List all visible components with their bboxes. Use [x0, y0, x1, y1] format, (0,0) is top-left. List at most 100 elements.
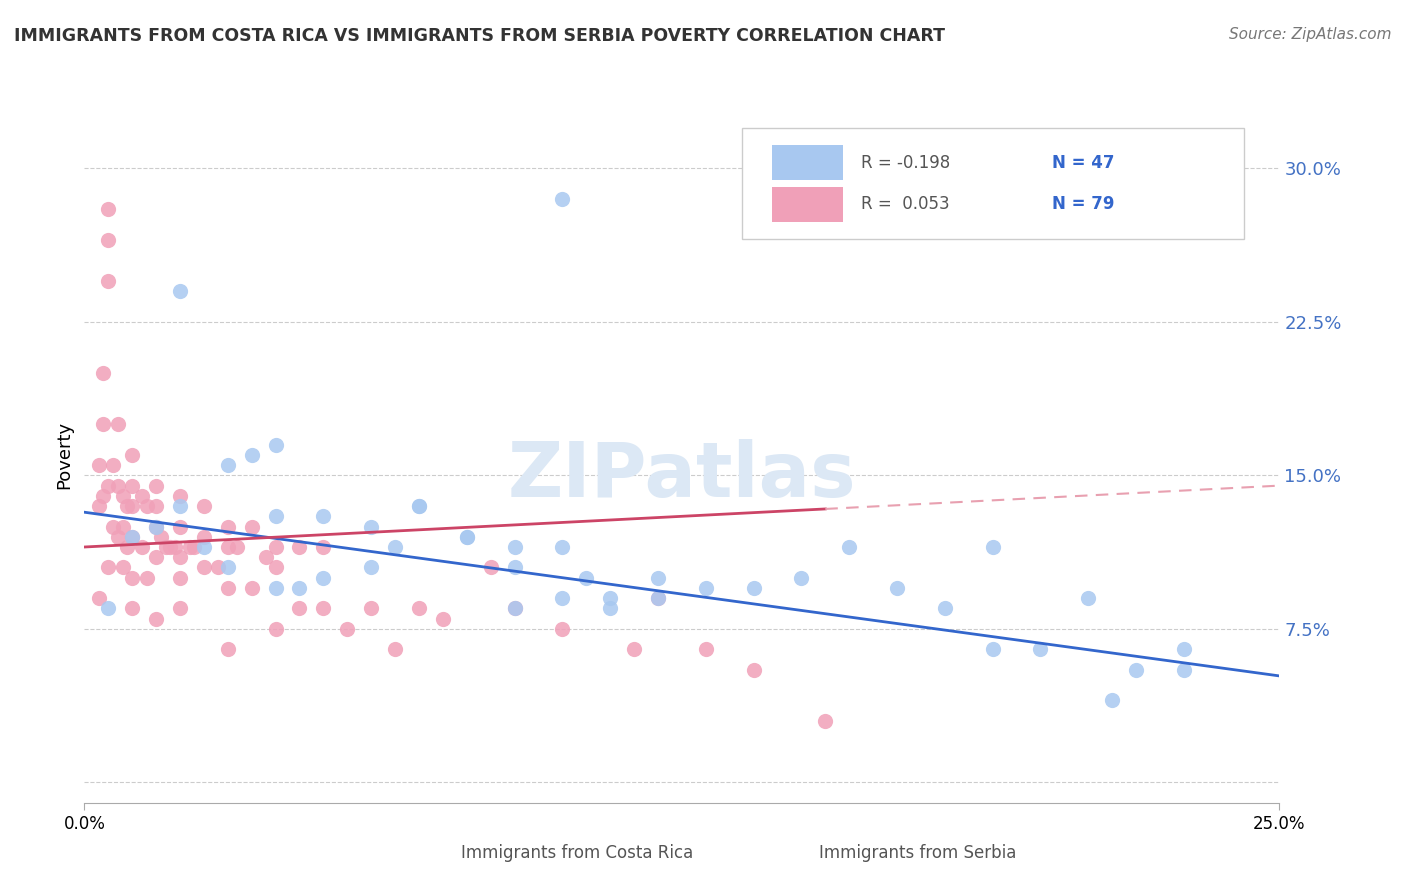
Point	[217, 458, 239, 472]
Point	[360, 519, 382, 533]
Point	[149, 530, 172, 544]
Point	[384, 642, 406, 657]
Point	[131, 489, 153, 503]
Point	[479, 560, 502, 574]
Point	[1077, 591, 1099, 606]
Point	[456, 530, 478, 544]
Point	[97, 478, 120, 492]
Point	[814, 714, 837, 728]
Text: N = 79: N = 79	[1052, 195, 1115, 213]
Point	[288, 540, 311, 554]
Point	[575, 571, 598, 585]
Point	[264, 560, 287, 574]
Point	[838, 540, 860, 554]
Point	[217, 560, 239, 574]
Point	[599, 601, 621, 615]
Point	[145, 519, 167, 533]
Point	[551, 192, 574, 206]
Point	[408, 499, 430, 513]
Point	[145, 550, 167, 565]
Point	[145, 612, 167, 626]
Point	[169, 284, 191, 298]
FancyBboxPatch shape	[762, 839, 811, 868]
Point	[121, 571, 143, 585]
Text: Immigrants from Costa Rica: Immigrants from Costa Rica	[461, 844, 693, 862]
Point	[145, 478, 167, 492]
Point	[169, 499, 191, 513]
Point	[145, 499, 167, 513]
Point	[121, 530, 143, 544]
Point	[179, 540, 201, 554]
Point	[193, 499, 215, 513]
Point	[981, 540, 1004, 554]
Point	[207, 560, 229, 574]
Point	[97, 233, 120, 247]
Point	[217, 519, 239, 533]
Point	[264, 438, 287, 452]
Point	[312, 540, 335, 554]
Text: R = -0.198: R = -0.198	[860, 153, 950, 171]
Point	[193, 560, 215, 574]
Point	[264, 540, 287, 554]
Point	[101, 458, 124, 472]
Text: R =  0.053: R = 0.053	[860, 195, 950, 213]
Point	[101, 519, 124, 533]
Point	[117, 499, 139, 513]
Point	[288, 601, 311, 615]
Point	[165, 540, 187, 554]
Point	[97, 560, 120, 574]
Point	[934, 601, 956, 615]
Text: N = 47: N = 47	[1052, 153, 1115, 171]
Point	[121, 530, 143, 544]
Point	[695, 581, 717, 595]
Point	[107, 417, 129, 432]
Point	[217, 540, 239, 554]
Point	[111, 489, 134, 503]
Point	[193, 530, 215, 544]
Point	[111, 560, 134, 574]
Point	[384, 540, 406, 554]
Point	[131, 540, 153, 554]
Point	[503, 601, 526, 615]
Point	[169, 550, 191, 565]
Point	[288, 581, 311, 595]
Point	[695, 642, 717, 657]
FancyBboxPatch shape	[772, 145, 844, 180]
Point	[193, 540, 215, 554]
Point	[135, 499, 157, 513]
Point	[551, 591, 574, 606]
Point	[240, 519, 263, 533]
Point	[503, 601, 526, 615]
Point	[886, 581, 908, 595]
Point	[432, 612, 454, 626]
Point	[264, 509, 287, 524]
Point	[742, 581, 765, 595]
Text: ZIPatlas: ZIPatlas	[508, 439, 856, 513]
Point	[647, 591, 669, 606]
Point	[93, 366, 115, 380]
Point	[599, 591, 621, 606]
Point	[97, 274, 120, 288]
Point	[503, 560, 526, 574]
Text: IMMIGRANTS FROM COSTA RICA VS IMMIGRANTS FROM SERBIA POVERTY CORRELATION CHART: IMMIGRANTS FROM COSTA RICA VS IMMIGRANTS…	[14, 27, 945, 45]
FancyBboxPatch shape	[742, 128, 1244, 239]
Point	[1173, 642, 1195, 657]
Point	[1029, 642, 1052, 657]
Point	[93, 489, 115, 503]
Point	[135, 571, 157, 585]
FancyBboxPatch shape	[772, 187, 844, 222]
Point	[647, 571, 669, 585]
Point	[360, 601, 382, 615]
Point	[551, 540, 574, 554]
Point	[121, 601, 143, 615]
Point	[647, 591, 669, 606]
Point	[1125, 663, 1147, 677]
Point	[107, 478, 129, 492]
Point	[240, 581, 263, 595]
Point	[264, 581, 287, 595]
Y-axis label: Poverty: Poverty	[55, 421, 73, 489]
Point	[217, 581, 239, 595]
Point	[87, 458, 110, 472]
Point	[312, 601, 335, 615]
Point	[360, 560, 382, 574]
